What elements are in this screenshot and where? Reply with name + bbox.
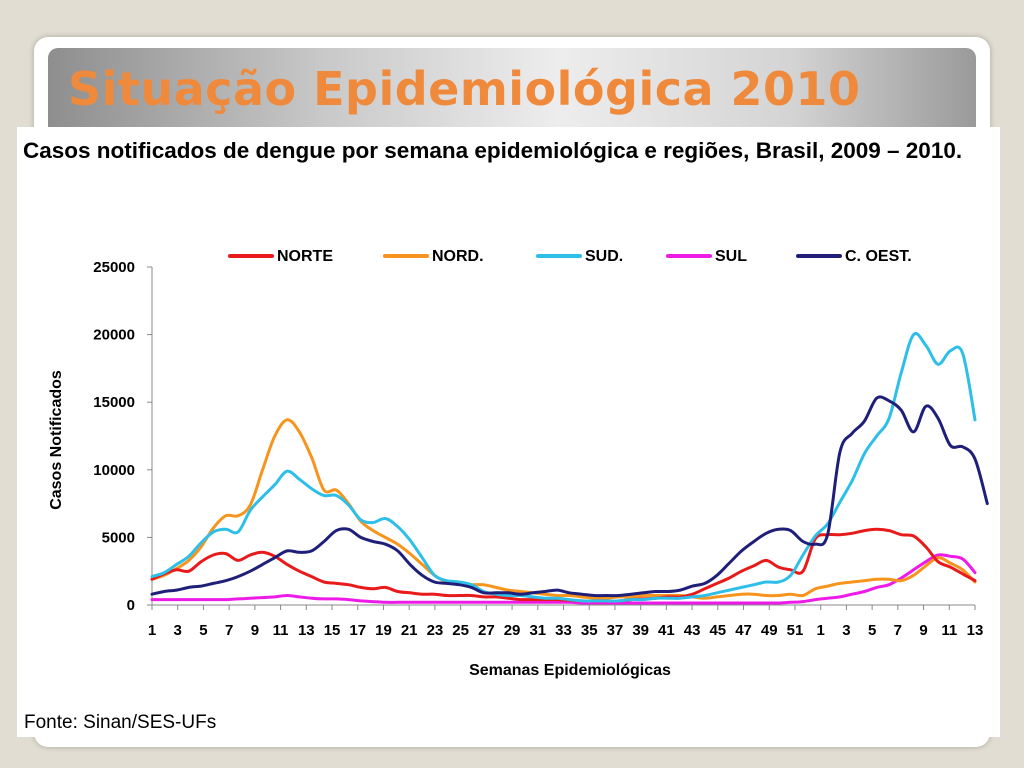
chart-title: Casos notificados de dengue por semana e… — [23, 138, 963, 163]
x-tick-label: 19 — [375, 622, 392, 639]
x-tick-label: 33 — [555, 622, 572, 639]
x-tick-label: 43 — [684, 622, 701, 639]
legend-label-norte: NORTE — [277, 248, 333, 265]
x-tick-label: 1 — [817, 622, 825, 639]
x-tick-label: 41 — [658, 622, 675, 639]
x-tick-label: 13 — [298, 622, 315, 639]
x-tick-label: 11 — [273, 622, 289, 639]
x-tick-label: 31 — [529, 622, 546, 639]
x-tick-label: 21 — [401, 622, 418, 639]
series-line-sul — [150, 553, 977, 605]
y-tick-label: 5000 — [102, 529, 135, 546]
chart-source: Fonte: Sinan/SES-UFs — [24, 712, 217, 733]
y-tick-label: 0 — [127, 597, 135, 614]
x-tick-label: 49 — [761, 622, 778, 639]
x-tick-label: 35 — [581, 622, 598, 639]
x-tick-label: 25 — [452, 622, 469, 639]
x-tick-label: 3 — [842, 622, 850, 639]
x-tick-label: 15 — [324, 622, 341, 639]
y-tick-label: 10000 — [93, 462, 135, 479]
slide-title: Situação Epidemiológica 2010 — [68, 62, 861, 116]
x-tick-label: 13 — [967, 622, 984, 639]
x-tick-label: 51 — [787, 622, 804, 639]
x-tick-label: 23 — [427, 622, 444, 639]
legend-label-sul: SUL — [715, 248, 747, 265]
y-tick-label: 20000 — [93, 327, 135, 344]
x-tick-label: 37 — [607, 622, 624, 639]
x-tick-label: 7 — [225, 622, 233, 639]
x-tick-label: 11 — [941, 622, 957, 639]
chart-figure: Casos notificados de dengue por semana e… — [17, 127, 1000, 737]
series-line-nord — [150, 418, 977, 600]
title-bar — [48, 48, 976, 138]
y-axis-title: Casos Notificados — [48, 370, 65, 510]
x-tick-label: 3 — [174, 622, 182, 639]
legend-label-sud: SUD. — [585, 248, 623, 265]
x-tick-label: 5 — [199, 622, 207, 639]
series-line-sud — [150, 332, 977, 603]
x-axis-title: Semanas Epidemiológicas — [469, 662, 671, 679]
line-chart: Casos Notificados Semanas Epidemiológica… — [48, 248, 989, 679]
x-tick-label: 9 — [919, 622, 927, 639]
x-tick-label: 39 — [632, 622, 649, 639]
x-tick-label: 45 — [709, 622, 726, 639]
x-tick-label: 9 — [251, 622, 259, 639]
y-tick-label: 15000 — [93, 394, 135, 411]
x-tick-label: 27 — [478, 622, 495, 639]
x-tick-label: 29 — [504, 622, 521, 639]
legend-label-nord: NORD. — [432, 248, 484, 265]
series-line-c-oest — [150, 395, 989, 598]
x-tick-label: 1 — [148, 622, 156, 639]
x-tick-label: 7 — [894, 622, 902, 639]
legend-label-c-oest: C. OEST. — [845, 248, 912, 265]
y-tick-label: 25000 — [93, 259, 135, 276]
x-tick-label: 17 — [349, 622, 366, 639]
x-tick-label: 47 — [735, 622, 752, 639]
x-tick-label: 5 — [868, 622, 876, 639]
